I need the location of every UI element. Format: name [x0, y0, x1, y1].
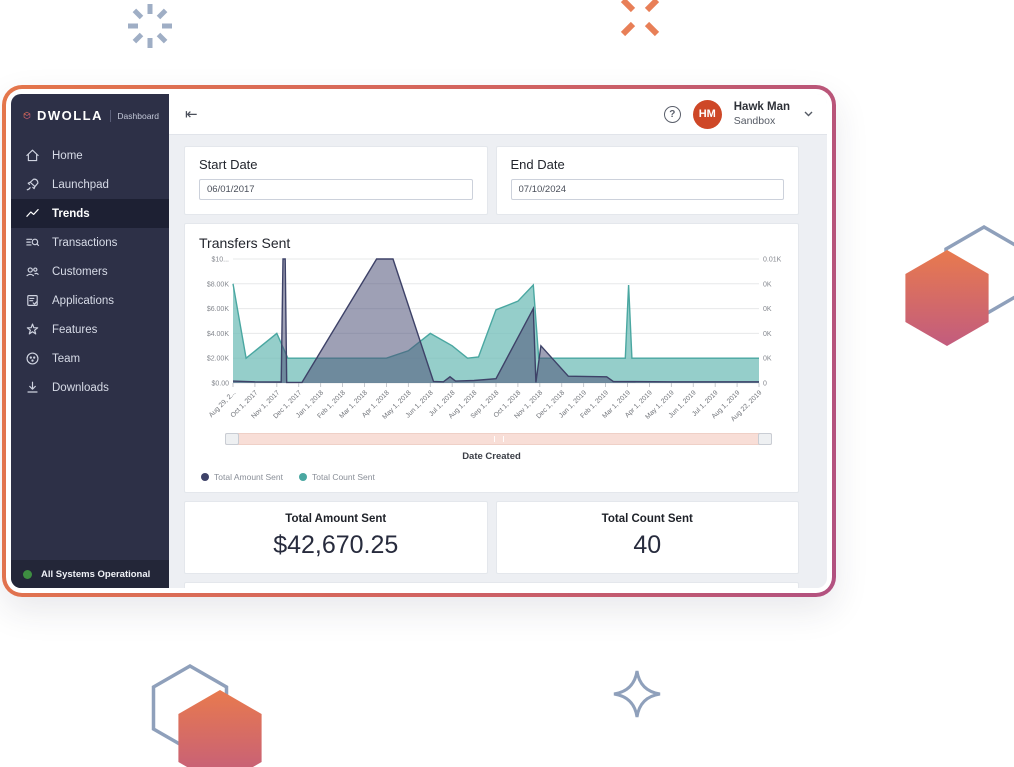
team-circle-icon [26, 352, 39, 365]
svg-text:0K: 0K [763, 281, 772, 288]
help-button[interactable]: ? [663, 105, 681, 123]
logo-text: DWOLLA [36, 108, 103, 123]
star-icon [26, 323, 39, 335]
sidebar-item-team[interactable]: Team [11, 344, 169, 373]
start-date-card: Start Date [184, 146, 488, 215]
legend-item-total-count-sent[interactable]: Total Count Sent [299, 472, 375, 482]
sidebar-item-transactions[interactable]: Transactions [11, 228, 169, 257]
sidebar-item-features[interactable]: Features [11, 315, 169, 344]
transfers-sent-chart[interactable]: $10... 0.01K $8.00K 0K $6.00K 0K $4.00K 0K $2.00… [199, 253, 784, 430]
topbar-right: ? HM Hawk Man Sandbox [663, 99, 813, 129]
svg-text:$6.00K: $6.00K [207, 306, 230, 313]
dwolla-dashboard-app: DWOLLA Dashboard Home Launchpad Trends Tran… [11, 94, 827, 588]
sidebar-item-home[interactable]: Home [11, 141, 169, 170]
avatar[interactable]: HM [692, 99, 722, 129]
status-dot-icon [23, 569, 32, 579]
stat-value: 40 [633, 531, 662, 559]
main-area: ⇤ ? HM Hawk Man Sandbox Start Date [169, 94, 827, 588]
status-label: All Systems Operational [41, 568, 151, 580]
document-check-icon [27, 295, 38, 306]
svg-text:0.01K: 0.01K [763, 257, 782, 264]
legend-dot-icon [201, 473, 209, 481]
system-status[interactable]: All Systems Operational [11, 560, 169, 588]
sidebar-item-label: Home [52, 149, 83, 162]
legend-item-total-amount-sent[interactable]: Total Amount Sent [201, 472, 283, 482]
sidebar-item-label: Trends [52, 207, 90, 220]
x-axis-title: Date Created [462, 451, 521, 462]
diamond-sparkle-decoration [613, 670, 661, 718]
svg-text:$10...: $10... [211, 257, 229, 264]
sidebar-item-customers[interactable]: Customers [11, 257, 169, 286]
sidebar-item-label: Customers [52, 265, 108, 278]
download-icon [27, 381, 38, 393]
people-icon [26, 267, 39, 277]
end-date-card: End Date [495, 146, 799, 215]
svg-text:0: 0 [763, 381, 767, 388]
start-date-label: Start Date [199, 157, 258, 172]
chart-range-scrollbar[interactable] [225, 433, 772, 445]
sidebar-item-launchpad[interactable]: Launchpad [11, 170, 169, 199]
rocket-icon [26, 178, 39, 191]
scrollbar-grip-icon [493, 436, 504, 442]
app-window-inner: DWOLLA Dashboard Home Launchpad Trends Tran… [6, 89, 832, 593]
list-search-icon [26, 238, 40, 247]
scrollbar-left-handle[interactable] [225, 433, 239, 445]
stat-value: $42,670.25 [273, 531, 399, 559]
stat-label: Total Count Sent [601, 513, 693, 525]
sidebar-item-label: Team [52, 352, 81, 365]
svg-text:$2.00K: $2.00K [207, 356, 230, 363]
home-icon [26, 149, 39, 162]
sidebar-item-label: Applications [52, 294, 115, 307]
sidebar-item-label: Transactions [52, 236, 118, 249]
svg-text:0K: 0K [763, 331, 772, 338]
chevron-down-icon[interactable] [804, 111, 813, 117]
scrollbar-right-handle[interactable] [758, 433, 772, 445]
stat-label: Total Amount Sent [285, 513, 387, 525]
app-window: DWOLLA Dashboard Home Launchpad Trends Tran… [2, 85, 836, 597]
sidebar-item-label: Downloads [52, 381, 109, 394]
orange-sparkle-decoration [620, 0, 660, 37]
hexagon-pair-right-decoration [905, 224, 1014, 346]
date-filters-row: Start Date End Date [184, 146, 799, 215]
sidebar-item-applications[interactable]: Applications [11, 286, 169, 315]
topbar: ⇤ ? HM Hawk Man Sandbox [169, 94, 827, 135]
user-name: Hawk Man [733, 101, 790, 114]
svg-text:0K: 0K [763, 306, 772, 313]
user-menu[interactable]: Hawk Man Sandbox [734, 100, 790, 128]
legend-dot-icon [299, 473, 307, 481]
svg-text:$8.00K: $8.00K [207, 281, 230, 288]
svg-text:$4.00K: $4.00K [207, 331, 230, 338]
svg-text:$0.00: $0.00 [211, 381, 229, 388]
stat-total-count-sent: Total Count Sent 40 [495, 501, 799, 574]
collapse-sidebar-button[interactable]: ⇤ [185, 104, 198, 123]
chart-title: Transfers Sent [199, 235, 291, 251]
trend-line-icon [26, 208, 39, 217]
sidebar-item-label: Features [52, 323, 98, 336]
hexagon-pair-bottomleft-decoration [151, 663, 262, 767]
transfers-sent-card: Transfers Sent $10... 0.01K $8.00K 0K $6.00K… [184, 223, 799, 493]
stats-row: Total Amount Sent $42,670.25 Total Count… [184, 501, 799, 574]
legend-label: Total Count Sent [312, 472, 375, 482]
dwolla-logo-icon [23, 111, 31, 120]
end-date-input[interactable] [510, 179, 784, 200]
start-date-input[interactable] [199, 179, 473, 200]
transfers-received-card: Transfers Received [184, 582, 799, 588]
svg-text:0K: 0K [763, 356, 772, 363]
sidebar: DWOLLA Dashboard Home Launchpad Trends Tran… [11, 94, 169, 588]
sidebar-nav: Home Launchpad Trends Transactions Customers… [11, 141, 169, 560]
logo-suffix: Dashboard [117, 110, 159, 121]
dwolla-logo[interactable]: DWOLLA Dashboard [11, 94, 169, 135]
stat-total-amount-sent: Total Amount Sent $42,670.25 [184, 501, 488, 574]
sidebar-item-trends[interactable]: Trends [11, 199, 169, 228]
spinner-decoration [128, 4, 172, 48]
content: Start Date End Date Transfers Sent $10..… [169, 135, 827, 588]
chart-legend: Total Amount Sent Total Count Sent [201, 472, 784, 482]
sidebar-item-label: Launchpad [52, 178, 109, 191]
user-environment: Sandbox [733, 114, 776, 127]
legend-label: Total Amount Sent [214, 472, 283, 482]
end-date-label: End Date [510, 157, 565, 172]
sidebar-item-downloads[interactable]: Downloads [11, 373, 169, 402]
